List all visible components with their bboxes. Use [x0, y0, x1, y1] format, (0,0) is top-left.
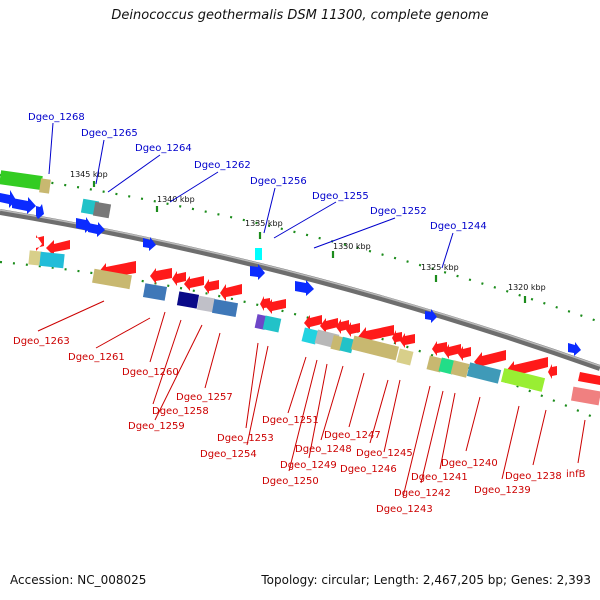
gene-lower-cyan-2 — [262, 315, 282, 333]
gene-upper-blue-7 — [250, 264, 265, 280]
lower-gene-labels: Dgeo_1263 Dgeo_1261 Dgeo_1260 Dgeo_1257 … — [13, 336, 586, 515]
gene-lower-red-16 — [392, 330, 402, 345]
gene-lower-red-1 — [36, 235, 44, 251]
label-dgeo-1256: Dgeo_1256 — [250, 176, 307, 187]
gene-lower-steelblue-3 — [466, 362, 502, 384]
label-dgeo-1262: Dgeo_1262 — [194, 160, 251, 171]
scale-label-1340: 1340 kbp — [157, 195, 195, 204]
gene-lower-khaki-3 — [330, 334, 344, 352]
gene-upper-blue-6 — [143, 237, 156, 251]
footer-accession: Accession: NC_008025 — [10, 573, 147, 587]
upper-gene-labels: Dgeo_1268 Dgeo_1265 Dgeo_1264 Dgeo_1262 … — [28, 112, 487, 232]
gene-lower-spring-green — [438, 357, 456, 375]
gene-lower-red-12 — [320, 318, 338, 333]
gene-lower-khaki-1 — [28, 250, 42, 266]
scale-label-1320: 1320 kbp — [508, 283, 546, 292]
label-dgeo-1257: Dgeo_1257 — [176, 392, 233, 403]
label-dgeo-1255: Dgeo_1255 — [312, 191, 369, 202]
gene-lower-red-20 — [458, 346, 471, 361]
gene-upper-blue-10 — [568, 342, 581, 356]
gene-lower-red-13 — [336, 319, 349, 334]
label-dgeo-1260: Dgeo_1260 — [122, 367, 179, 378]
gene-lower-lime — [500, 368, 546, 392]
upper-leader-lines — [48, 122, 454, 269]
label-dgeo-1250: Dgeo_1250 — [262, 476, 319, 487]
scale-label-1345: 1345 kbp — [70, 170, 108, 179]
label-dgeo-1261: Dgeo_1261 — [68, 352, 125, 363]
gene-lower-red-23 — [548, 364, 557, 379]
label-dgeo-1243: Dgeo_1243 — [376, 504, 433, 515]
gene-lower-khaki-7 — [450, 360, 470, 378]
label-dgeo-1252: Dgeo_1252 — [370, 206, 427, 217]
label-dgeo-1248: Dgeo_1248 — [295, 444, 352, 455]
label-dgeo-1244: Dgeo_1244 — [430, 221, 487, 232]
gene-upper-blue-9 — [425, 309, 437, 323]
gene-upper-blue-5 — [88, 222, 105, 237]
gene-lower-red-24 — [578, 372, 600, 385]
label-dgeo-1249: Dgeo_1249 — [280, 460, 337, 471]
gene-lower-steelblue-2 — [211, 299, 239, 317]
scale-tick-labels: 1345 kbp 1340 kbp 1335 kbp 1330 kbp 1325… — [70, 170, 546, 292]
gene-upper-blue-2 — [12, 197, 36, 214]
gene-lower-red-11 — [304, 315, 322, 330]
label-dgeo-1239: Dgeo_1239 — [474, 485, 531, 496]
gene-lower-red-2 — [46, 240, 70, 256]
label-dgeo-1254: Dgeo_1254 — [200, 449, 257, 460]
gene-lower-red-4 — [150, 268, 172, 284]
label-dgeo-1241: Dgeo_1241 — [411, 472, 468, 483]
gene-upper-blue-3 — [36, 204, 44, 219]
scale-major-ticks — [92, 181, 527, 303]
gene-lower-red-19 — [444, 344, 461, 359]
gene-lower-khaki-4 — [350, 335, 400, 361]
gene-upper-blue-8 — [295, 280, 314, 296]
label-dgeo-1258: Dgeo_1258 — [152, 406, 209, 417]
gene-lower-red-8 — [220, 284, 242, 301]
gene-lower-navy — [176, 291, 200, 309]
gene-lower-cyan-4 — [339, 336, 355, 354]
lower-leader-lines — [37, 300, 586, 498]
gene-lower-steelblue-1 — [142, 283, 168, 301]
label-dgeo-1242: Dgeo_1242 — [394, 488, 451, 499]
gene-upper-grey — [92, 201, 112, 219]
gene-lower-pink — [570, 386, 600, 406]
gene-upper-green — [0, 170, 43, 190]
label-dgeo-1251: Dgeo_1251 — [262, 415, 319, 426]
gene-lower-khaki-2 — [92, 268, 132, 290]
gene-upper-khaki — [39, 178, 51, 194]
gene-upper-cyan-small — [255, 248, 262, 260]
label-dgeo-1238: Dgeo_1238 — [505, 471, 562, 482]
map-title: Deinococcus geothermalis DSM 11300, comp… — [111, 8, 489, 23]
label-dgeo-1245: Dgeo_1245 — [356, 448, 413, 459]
gene-lower-red-7 — [204, 279, 219, 294]
gene-lower-khaki-5 — [396, 348, 414, 366]
label-dgeo-1264: Dgeo_1264 — [135, 143, 192, 154]
label-infb: infB — [566, 469, 586, 480]
label-dgeo-1247: Dgeo_1247 — [324, 430, 381, 441]
gene-lower-cyan-1 — [39, 251, 65, 269]
footer-topology: Topology: circular; Length: 2,467,205 bp… — [261, 573, 591, 587]
gene-lower-red-5 — [172, 271, 186, 286]
lower-strand-genes — [28, 235, 600, 406]
scale-label-1335: 1335 kbp — [245, 219, 283, 228]
gene-lower-red-10 — [266, 299, 286, 314]
label-dgeo-1253: Dgeo_1253 — [217, 433, 274, 444]
label-dgeo-1263: Dgeo_1263 — [13, 336, 70, 347]
label-dgeo-1259: Dgeo_1259 — [128, 421, 185, 432]
gene-lower-cyan-3 — [301, 327, 319, 345]
upper-strand-genes — [0, 170, 581, 356]
gene-lower-red-6 — [184, 276, 204, 291]
gene-lower-silver — [196, 295, 216, 313]
gene-lower-red-14 — [346, 322, 360, 337]
label-dgeo-1265: Dgeo_1265 — [81, 128, 138, 139]
label-dgeo-1246: Dgeo_1246 — [340, 464, 397, 475]
gene-lower-red-21 — [474, 350, 506, 370]
label-dgeo-1240: Dgeo_1240 — [441, 458, 498, 469]
scale-label-1330: 1330 kbp — [333, 242, 371, 251]
scale-label-1325: 1325 kbp — [421, 263, 459, 272]
label-dgeo-1268: Dgeo_1268 — [28, 112, 85, 123]
gene-lower-red-17 — [400, 333, 415, 348]
gene-lower-red-18 — [432, 341, 447, 356]
